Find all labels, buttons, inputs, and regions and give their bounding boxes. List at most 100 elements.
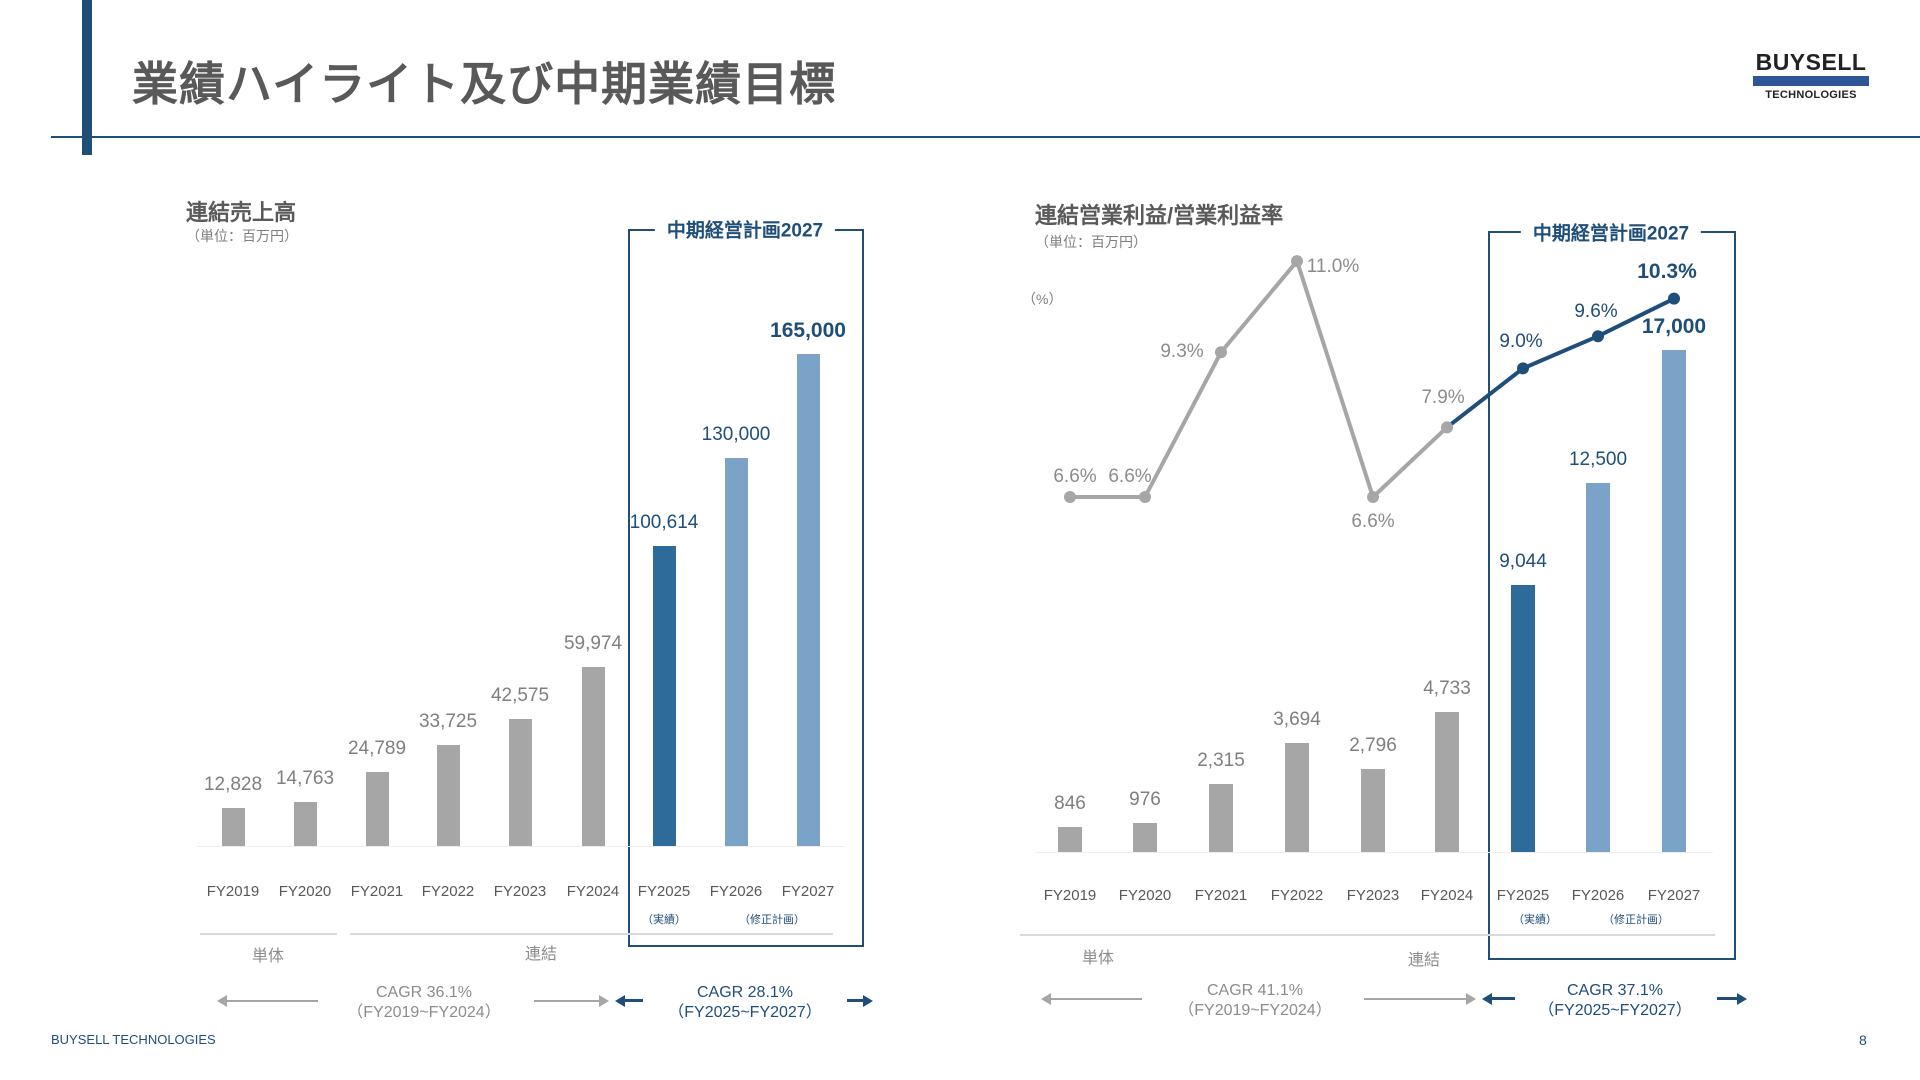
op-bar-fy2024 [1435,712,1459,852]
op-bar-fy2021 [1209,783,1233,852]
op-margin-point-fy2026 [1592,330,1604,343]
sales-bar-fy2024 [581,667,605,846]
sales-bar-fy2026 [724,458,748,846]
op-margin-label: 7.9% [1421,387,1465,409]
sales-consolidated-separator [350,933,833,935]
sales-value-label: 165,000 [770,319,846,342]
op-margin-point-fy2023 [1367,491,1379,503]
op-bar-fy2026 [1586,482,1610,852]
op-margin-label: 9.0% [1499,331,1543,353]
op-margin-line-past [1070,259,1449,499]
sales-bar-fy2020 [293,801,317,846]
sales-bar-fy2021 [365,772,389,846]
op-margin-point-fy2019 [1064,491,1076,503]
op-cagr-plan-range: （FY2025~FY2027） [1538,1002,1692,1019]
op-margin-label: 9.3% [1160,341,1204,363]
op-x-tick-label: FY2023 [1346,887,1400,904]
op-cagr-past-left-arrow-icon [1041,993,1142,1005]
sales-x-tick-label: FY2022 [421,883,475,900]
sales-x-tick-label: FY2019 [206,883,260,900]
op-value-label: 4,733 [1423,678,1471,700]
sales-cagr-past-value: CAGR 36.1% [375,984,473,1001]
op-cagr-plan-left-arrow-icon [1482,992,1515,1005]
sales-x-tick-label: FY2024 [566,883,620,900]
sales-sublabel-actual: （実績） [642,914,686,926]
sales-plan-box-title: 中期経営計画2027 [654,215,836,243]
sales-bar-fy2022 [436,745,460,846]
op-bar-fy2019 [1058,827,1082,852]
sales-value-label: 33,725 [418,711,478,733]
op-margin-label: 6.6% [1108,466,1152,487]
op-bar-fy2025 [1511,584,1535,852]
op-profit-chart-unit: （単位：百万円） [1035,234,1147,250]
sales-bar-fy2027 [796,354,820,846]
sales-group-consolidated: 連結 [524,946,558,963]
op-group-standalone: 単体 [1081,950,1115,967]
op-value-label: 12,500 [1568,448,1628,470]
sales-value-label: 130,000 [701,424,771,446]
op-value-label: 2,315 [1197,749,1245,771]
sales-chart-title: 連結売上高 [186,200,297,225]
op-margin-point-fy2020 [1139,491,1151,503]
op-value-label: 3,694 [1273,708,1321,730]
op-value-label: 976 [1129,789,1161,811]
page-title: 業績ハイライト及び中期業績目標 [132,58,837,110]
op-margin-label: 10.3% [1637,259,1697,283]
op-value-label: 17,000 [1641,315,1707,338]
sales-bar-fy2023 [508,719,532,846]
sales-bar-fy2025 [652,545,676,846]
op-x-tick-label: FY2020 [1118,887,1172,904]
sales-cagr-past-range: （FY2019~FY2024） [347,1004,501,1021]
sales-standalone-separator [200,933,337,935]
sales-value-label: 42,575 [490,685,550,707]
company-logo: BUYSELL TECHNOLOGIES [1753,50,1869,101]
sales-cagr-plan-right-arrow-icon [847,994,873,1007]
sales-cagr-past: CAGR 36.1% （FY2019~FY2024） [347,983,500,1023]
op-margin-point-fy2022 [1291,255,1303,268]
op-margin-label: 9.6% [1574,301,1618,323]
op-x-tick-label: FY2019 [1043,887,1097,904]
op-bar-fy2027 [1662,350,1686,852]
op-bar-fy2023 [1361,769,1385,852]
sales-sublabel-plan: （修正計画） [739,914,805,926]
sales-cagr-past-left-arrow-icon [217,995,318,1007]
sales-x-tick-label: FY2020 [278,883,332,900]
sales-x-tick-label: FY2023 [493,883,547,900]
sales-baseline [197,846,845,847]
op-bar-fy2022 [1285,742,1309,852]
page-number: 8 [1859,1032,1867,1048]
sales-cagr-plan-range: （FY2025~FY2027） [668,1004,822,1021]
sales-x-tick-label: FY2021 [350,883,404,900]
op-margin-line-plan [1445,296,1675,429]
sales-cagr-past-right-arrow-icon [534,995,609,1007]
op-margin-label: 11.0% [1306,256,1360,278]
footer-company: BUYSELL TECHNOLOGIES [51,1032,216,1047]
op-cagr-plan-right-arrow-icon [1717,992,1747,1005]
op-baseline [1035,852,1713,853]
sales-cagr-plan-left-arrow-icon [615,994,643,1007]
op-x-tick-label: FY2025 [1496,887,1550,904]
sales-x-tick-label: FY2025 [637,883,691,900]
sales-value-label: 100,614 [629,511,699,533]
op-x-tick-label: FY2021 [1194,887,1248,904]
sales-cagr-plan-value: CAGR 28.1% [696,984,794,1001]
op-margin-point-fy2025 [1517,362,1529,375]
sales-cagr-plan: CAGR 28.1% （FY2025~FY2027） [668,983,821,1023]
header-divider [51,136,1920,138]
sales-group-standalone: 単体 [251,948,285,965]
op-margin-label: 6.6% [1053,466,1097,487]
op-margin-label: 6.6% [1351,511,1395,532]
sales-bar-fy2019 [221,807,245,846]
op-cagr-plan-value: CAGR 37.1% [1566,982,1664,999]
op-value-label: 846 [1054,793,1086,815]
op-sublabel-plan: （修正計画） [1603,914,1669,926]
sales-value-label: 14,763 [275,767,335,789]
op-margin-axis-unit: （%） [1022,291,1063,307]
sales-chart-unit: （単位：百万円） [186,228,298,244]
op-margin-point-fy2021 [1215,346,1227,359]
logo-band [1753,76,1869,86]
op-group-consolidated: 連結 [1407,952,1441,969]
op-x-tick-label: FY2027 [1647,887,1701,904]
op-plan-box-title: 中期経営計画2027 [1520,218,1702,246]
